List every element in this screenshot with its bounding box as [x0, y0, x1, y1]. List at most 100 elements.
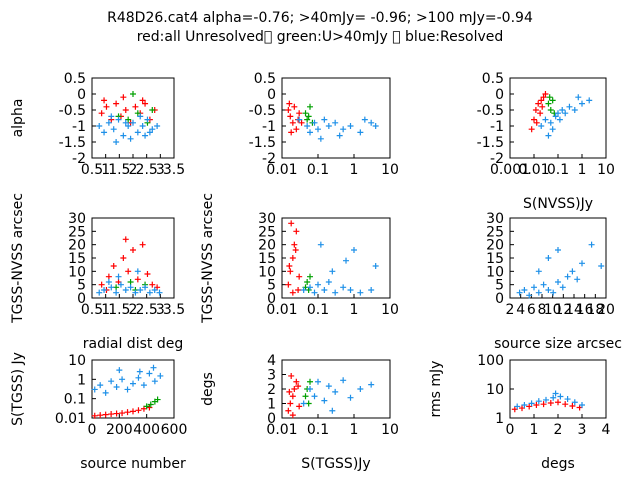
x-tick-label: 0.01: [266, 162, 297, 178]
point-blue: [357, 289, 364, 296]
y-axis-label: TGSS-NVSS arcsec: [10, 193, 26, 324]
point-blue: [545, 287, 552, 293]
y-tick-label: 5: [267, 278, 276, 294]
y-tick-label: 15: [68, 251, 86, 267]
point-red: [130, 408, 136, 415]
point-red: [293, 126, 300, 133]
point-green: [134, 110, 141, 117]
x-tick-label: 10: [597, 162, 615, 178]
x-tick-label: 1.5: [108, 302, 130, 318]
point-blue: [130, 380, 136, 387]
point-blue: [134, 129, 141, 136]
panel-2: 0.01 0.1 1 10 0.50-0.5-1-1.5-2: [249, 71, 399, 178]
point-blue: [149, 126, 156, 133]
y-axis-label: S(TGSS) Jy: [10, 352, 26, 426]
point-blue: [127, 135, 134, 142]
point-blue: [101, 287, 108, 293]
x-tick-label: 1: [530, 422, 539, 438]
panel-7: 0 200 400 600 10 1 0.1 0.01 source number S(TGSS)…: [10, 352, 187, 472]
point-blue: [555, 110, 561, 117]
point-red: [132, 103, 139, 110]
y-tick-label: -0.5: [59, 103, 86, 119]
point-blue: [329, 268, 336, 275]
y-tick-label: 20: [258, 238, 276, 254]
point-red: [122, 107, 129, 113]
point-blue: [113, 289, 120, 296]
x-tick-label: 0.01: [518, 162, 549, 178]
point-blue: [340, 126, 347, 133]
point-blue: [549, 126, 556, 133]
point-blue: [304, 123, 311, 129]
x-tick-label: 6: [527, 302, 536, 318]
point-blue: [347, 287, 354, 293]
point-blue: [127, 284, 134, 291]
point-blue: [142, 132, 149, 139]
point-red: [98, 281, 105, 288]
point-blue: [134, 268, 141, 275]
point-blue: [579, 260, 585, 267]
point-blue: [566, 103, 573, 110]
x-tick-label: 2: [554, 422, 563, 438]
point-blue: [361, 116, 368, 123]
point-blue: [564, 396, 571, 403]
plot-frame: [509, 359, 607, 419]
x-tick-label: 1.5: [108, 162, 130, 178]
point-blue: [144, 116, 151, 123]
point-red: [287, 268, 294, 275]
point-blue: [113, 139, 120, 145]
point-green: [307, 378, 314, 385]
point-red: [102, 411, 109, 418]
point-red: [98, 110, 105, 117]
point-blue: [545, 255, 552, 261]
point-blue: [528, 400, 535, 407]
y-tick-label: 1: [495, 411, 504, 427]
point-blue: [535, 398, 542, 405]
point-blue: [135, 374, 142, 381]
point-blue: [146, 289, 153, 296]
point-blue: [125, 123, 132, 129]
point-red: [555, 399, 561, 406]
point-blue: [156, 289, 163, 296]
x-tick-label: 1: [350, 302, 359, 318]
point-green: [547, 107, 554, 113]
point-red: [547, 399, 554, 406]
point-blue: [146, 129, 153, 136]
point-blue: [317, 135, 324, 142]
point-blue: [357, 386, 364, 392]
point-red: [120, 94, 127, 101]
x-tick-label: 0.1: [547, 162, 569, 178]
y-tick-label: 20: [68, 238, 86, 254]
y-tick-label: 0.01: [55, 411, 86, 427]
point-blue: [315, 126, 321, 133]
x-tick-label: 12: [554, 302, 572, 318]
y-tick-label: -1: [490, 119, 504, 135]
point-blue: [130, 119, 136, 126]
point-red: [295, 383, 302, 390]
point-red: [296, 273, 303, 280]
point-red: [287, 400, 294, 407]
x-tick-label: 2.5: [136, 162, 158, 178]
point-red: [103, 103, 110, 110]
x-tick-label: 3.5: [163, 302, 185, 318]
point-blue: [372, 263, 379, 269]
point-blue: [110, 126, 117, 133]
point-blue: [571, 107, 578, 113]
point-blue: [564, 273, 571, 280]
title-line-2: red:all Unresolved  green:U>40mJy   blue…: [137, 29, 504, 45]
y-tick-label: 5: [495, 278, 504, 294]
y-tick-label: 1: [267, 397, 276, 413]
point-blue: [300, 400, 307, 407]
point-blue: [150, 364, 157, 371]
point-green: [154, 396, 161, 403]
point-blue: [559, 107, 566, 113]
y-tick-label: 0: [77, 87, 86, 103]
point-red: [526, 403, 533, 410]
point-blue: [540, 281, 547, 288]
y-tick-label: 0: [495, 291, 504, 307]
x-tick-label: 0.01: [266, 422, 297, 438]
point-blue: [122, 287, 129, 293]
point-red: [286, 263, 293, 269]
point-blue: [146, 370, 153, 377]
point-blue: [550, 289, 557, 296]
